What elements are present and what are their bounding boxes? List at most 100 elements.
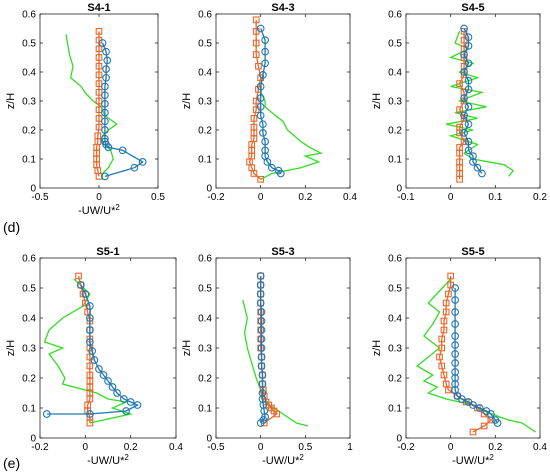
y-tick-label: 0.4 (22, 314, 36, 325)
data-point-circle (451, 350, 459, 358)
y-tick-label: 0.4 (198, 314, 212, 325)
series-line-1 (46, 284, 139, 415)
data-point-circle (258, 389, 267, 397)
data-point-circle (256, 24, 265, 33)
data-point-circle (101, 108, 109, 117)
data-point-circle (451, 308, 459, 316)
data-point-circle (138, 158, 147, 166)
x-tick-label: -0.5 (207, 442, 225, 453)
data-point-circle (86, 302, 94, 310)
panel-s5-5: S5-5-0.2 0 0.2 0.400.10.20.30.40.50.6z/H-UW… (371, 246, 547, 467)
data-point-circle (464, 76, 473, 85)
panel-s4-5: S4-5-0.1 0 0.1 0.200.10.20.30.40.50.6z/H (371, 2, 547, 203)
data-point-circle (88, 347, 96, 355)
data-point-circle (478, 169, 486, 178)
panel-title: S5-3 (271, 246, 294, 258)
data-point-circle (108, 383, 117, 391)
data-point-circle (99, 371, 108, 379)
data-point-square (86, 362, 94, 370)
panel-title: S4-3 (271, 2, 294, 14)
x-tick-label: -0.2 (397, 442, 415, 453)
x-tick-label: 0 (448, 192, 454, 203)
series-line-2 (95, 31, 100, 177)
panel-s4-3: S4-3-0.2 0 0.2 0.400.10.20.30.40.50.6z/H (181, 2, 357, 203)
data-point-circle (86, 314, 94, 322)
data-point-circle (256, 102, 265, 111)
data-point-circle (464, 146, 473, 155)
data-point-circle (101, 100, 109, 108)
data-point-square (95, 106, 103, 114)
y-tick-label: 0.5 (22, 39, 36, 50)
data-point-circle (101, 82, 109, 91)
series-line-1 (463, 28, 483, 174)
panel-title: S5-1 (96, 246, 119, 258)
data-point-square (273, 410, 281, 418)
data-point-circle (451, 341, 459, 349)
panel-s4-1: S4-1-0.5 0 0.500.10.20.30.40.50.6z/H-UW/U*… (5, 2, 165, 217)
x-tick-label: 0.2 (298, 192, 312, 203)
data-point-circle (257, 362, 266, 370)
series-line-2 (248, 19, 262, 180)
data-point-circle (257, 326, 266, 334)
y-tick-label: 0 (396, 184, 402, 195)
data-point-square (95, 115, 103, 122)
data-point-circle (126, 398, 135, 406)
x-tick-label: 0 (96, 192, 102, 203)
data-point-square (440, 326, 448, 334)
y-tick-label: 0.1 (22, 404, 36, 415)
data-point-square (75, 272, 82, 280)
data-point-circle (261, 47, 269, 56)
data-point-square (95, 28, 103, 35)
axes-frame (405, 257, 541, 439)
data-point-square (447, 272, 455, 280)
data-point-square (456, 175, 463, 183)
data-point-square (252, 51, 260, 58)
series-line-1 (260, 28, 282, 174)
y-tick-label: 0.3 (388, 344, 402, 355)
y-tick-label: 0.2 (388, 126, 402, 137)
x-tick-label: 0.5 (151, 192, 165, 203)
y-tick-label: 0.5 (388, 284, 402, 295)
x-axis-label: -UW/U*2 (452, 453, 494, 467)
panel-title: S4-1 (87, 2, 110, 14)
series-line-3 (65, 34, 118, 180)
data-point-circle (457, 395, 466, 403)
data-point-square (445, 386, 452, 394)
data-point-square (86, 419, 94, 427)
data-point-square (95, 97, 103, 105)
data-point-circle (257, 353, 266, 361)
data-point-square (445, 290, 452, 298)
data-point-circle (256, 419, 265, 427)
data-point-circle (464, 33, 473, 42)
series-line-3 (260, 83, 323, 180)
data-point-circle (81, 290, 90, 298)
y-tick-label: 0.1 (198, 404, 212, 415)
data-point-circle (451, 359, 459, 367)
data-point-circle (101, 134, 109, 143)
y-axis-label: z/H (5, 340, 17, 357)
x-tick-label: 0.4 (533, 442, 547, 453)
data-point-circle (451, 320, 459, 328)
y-axis-label: z/H (371, 340, 383, 357)
data-point-circle (464, 59, 473, 68)
data-point-square (95, 62, 103, 70)
x-axis-label: -UW/U*2 (87, 453, 129, 467)
y-tick-label: 0.2 (388, 374, 402, 385)
x-tick-label: -0.1 (397, 192, 415, 203)
data-point-square (438, 362, 446, 370)
data-point-circle (487, 410, 495, 418)
data-point-square (438, 335, 446, 343)
data-point-square (456, 80, 463, 87)
data-point-square (95, 80, 103, 87)
panel-s5-3: S5-3-0.5 0 0.5 100.10.20.30.40.50.6z/H-UW/U… (181, 246, 353, 467)
y-tick-label: 0.2 (22, 374, 36, 385)
data-point-square (95, 54, 103, 61)
data-point-circle (101, 126, 109, 134)
y-tick-label: 0.2 (198, 126, 212, 137)
y-tick-label: 0.2 (22, 126, 36, 137)
y-tick-label: 0.5 (198, 39, 212, 50)
data-point-circle (464, 102, 473, 111)
data-point-circle (469, 401, 477, 409)
data-point-circle (256, 281, 265, 289)
data-point-circle (473, 163, 482, 172)
